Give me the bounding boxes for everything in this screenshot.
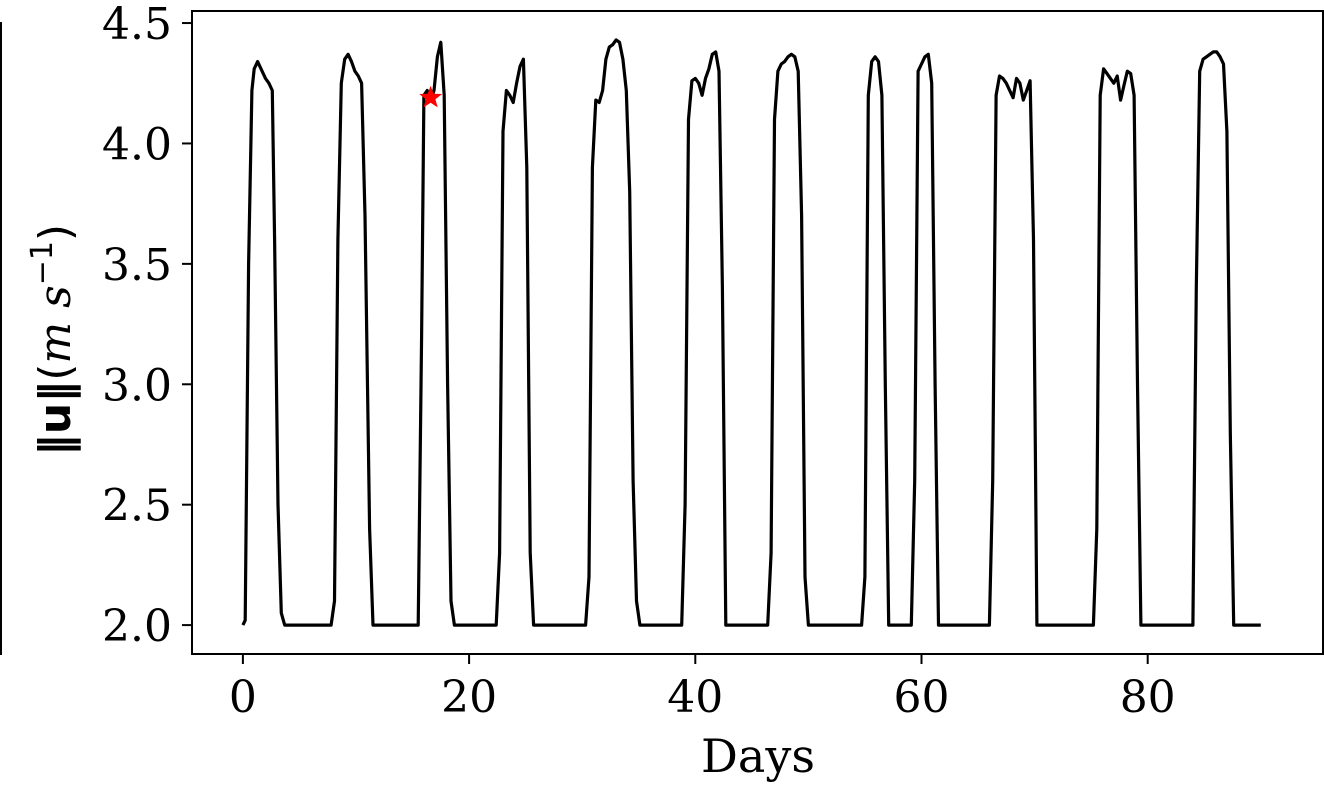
x-tick-label: 0 (229, 672, 257, 723)
plot-frame (191, 10, 1324, 655)
y-tick-label: 2.5 (102, 481, 172, 532)
y-axis: 2.0 2.5 3.0 3.5 4.0 4.5 (102, 0, 192, 652)
x-tick-label: 60 (893, 672, 949, 723)
series-line (241, 38, 1261, 627)
x-axis: 0 20 40 60 80 (229, 654, 1176, 723)
y-tick-label: 2.0 (102, 601, 172, 652)
y-tick-label: 4.0 (102, 119, 172, 170)
x-tick-label: 40 (667, 672, 723, 723)
y-axis-label: ‖u‖(m s−1) (25, 224, 81, 456)
y-tick-label: 3.0 (102, 360, 172, 411)
y-tick-label: 4.5 (102, 0, 172, 50)
x-axis-label: Days (701, 729, 815, 783)
marker-star (419, 85, 443, 108)
x-tick-label: 20 (441, 672, 497, 723)
x-tick-label: 80 (1120, 672, 1176, 723)
y-tick-label: 3.5 (102, 240, 172, 291)
